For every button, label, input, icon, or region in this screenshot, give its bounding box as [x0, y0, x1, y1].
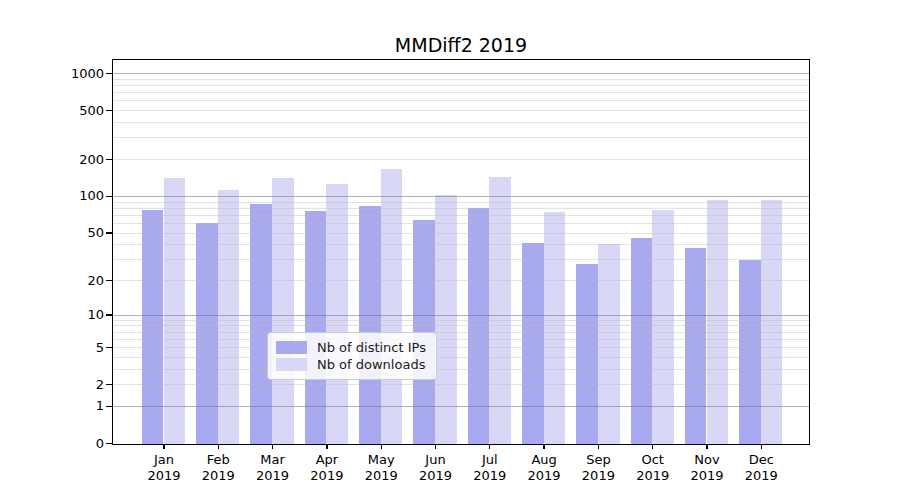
x-tick-label: Mar 2019	[245, 452, 301, 484]
bar-distinct-ips-nov	[685, 248, 707, 444]
y-tick-label: 5	[0, 340, 104, 356]
y-tick-label: 1	[0, 398, 104, 414]
x-tick-label: Feb 2019	[190, 452, 246, 484]
bar-downloads-may	[381, 169, 403, 444]
plot-area	[112, 59, 810, 445]
x-tick-label: Oct 2019	[625, 452, 681, 484]
bar-distinct-ips-aug	[522, 243, 544, 444]
x-tick-label: Jan 2019	[136, 452, 192, 484]
x-tick-label: Jul 2019	[462, 452, 518, 484]
y-tick-mark	[106, 159, 112, 160]
bar-downloads-oct	[652, 210, 674, 444]
minor-gridline	[113, 85, 809, 86]
x-tick-mark	[218, 444, 219, 449]
y-tick-mark	[106, 280, 112, 281]
x-tick-mark	[706, 444, 707, 449]
x-tick-mark	[326, 444, 327, 449]
y-tick-mark	[106, 406, 112, 407]
legend-swatch-distinct-ips	[276, 341, 307, 354]
bar-downloads-apr	[326, 184, 348, 444]
x-tick-mark	[489, 444, 490, 449]
legend-label-distinct-ips: Nb of distinct IPs	[317, 340, 426, 355]
x-tick-label: Nov 2019	[679, 452, 735, 484]
y-tick-label: 1000	[0, 66, 104, 82]
bar-distinct-ips-apr	[305, 211, 327, 444]
y-tick-mark	[106, 110, 112, 111]
y-tick-mark	[106, 73, 112, 74]
x-tick-label: Dec 2019	[733, 452, 789, 484]
figure: MMDiff2 2019 Nb of distinct IPs Nb of do…	[0, 0, 900, 500]
x-tick-mark	[435, 444, 436, 449]
bar-distinct-ips-jan	[142, 210, 164, 444]
x-tick-mark	[761, 444, 762, 449]
x-tick-mark	[543, 444, 544, 449]
bar-downloads-jun	[435, 195, 457, 444]
y-tick-mark	[106, 232, 112, 233]
bar-downloads-jan	[164, 178, 186, 445]
y-tick-label: 500	[0, 103, 104, 119]
x-tick-label: Apr 2019	[299, 452, 355, 484]
minor-gridline	[113, 79, 809, 80]
legend: Nb of distinct IPs Nb of downloads	[267, 332, 437, 380]
y-tick-label: 200	[0, 152, 104, 168]
y-tick-label: 100	[0, 188, 104, 204]
y-tick-mark	[106, 347, 112, 348]
bar-downloads-aug	[544, 212, 566, 444]
bar-downloads-mar	[272, 178, 294, 444]
minor-gridline	[113, 122, 809, 123]
plot-inner	[113, 60, 809, 444]
bar-downloads-nov	[707, 200, 729, 444]
y-tick-label: 50	[0, 225, 104, 241]
minor-gridline	[113, 100, 809, 101]
bar-distinct-ips-sep	[576, 264, 598, 444]
bar-downloads-sep	[598, 244, 620, 444]
y-tick-label: 20	[0, 273, 104, 289]
x-tick-mark	[163, 444, 164, 449]
bar-distinct-ips-mar	[250, 204, 272, 444]
bar-downloads-jul	[489, 177, 511, 444]
x-tick-mark	[381, 444, 382, 449]
bar-distinct-ips-jul	[468, 208, 490, 444]
y-tick-label: 2	[0, 377, 104, 393]
x-tick-label: Aug 2019	[516, 452, 572, 484]
legend-swatch-downloads	[276, 358, 307, 371]
x-tick-mark	[272, 444, 273, 449]
major-gridline	[113, 73, 809, 74]
y-tick-label: 10	[0, 307, 104, 323]
legend-entry-distinct-ips: Nb of distinct IPs	[276, 340, 426, 355]
y-tick-mark	[106, 314, 112, 315]
bar-distinct-ips-dec	[739, 260, 761, 444]
x-tick-label: Sep 2019	[570, 452, 626, 484]
x-tick-label: Jun 2019	[408, 452, 464, 484]
chart-title: MMDiff2 2019	[112, 34, 810, 56]
minor-gridline	[113, 110, 809, 111]
y-tick-label: 0	[0, 436, 104, 452]
bar-distinct-ips-may	[359, 206, 381, 444]
bar-distinct-ips-feb	[196, 223, 218, 444]
legend-entry-downloads: Nb of downloads	[276, 357, 426, 372]
bar-downloads-feb	[218, 190, 240, 444]
legend-label-downloads: Nb of downloads	[317, 357, 425, 372]
minor-gridline	[113, 92, 809, 93]
x-tick-mark	[652, 444, 653, 449]
x-tick-mark	[598, 444, 599, 449]
y-tick-mark	[106, 384, 112, 385]
x-tick-label: May 2019	[353, 452, 409, 484]
minor-gridline	[113, 137, 809, 138]
minor-gridline	[113, 159, 809, 160]
y-tick-mark	[106, 443, 112, 444]
y-tick-mark	[106, 196, 112, 197]
bar-distinct-ips-oct	[631, 238, 653, 444]
bar-downloads-dec	[761, 200, 783, 444]
